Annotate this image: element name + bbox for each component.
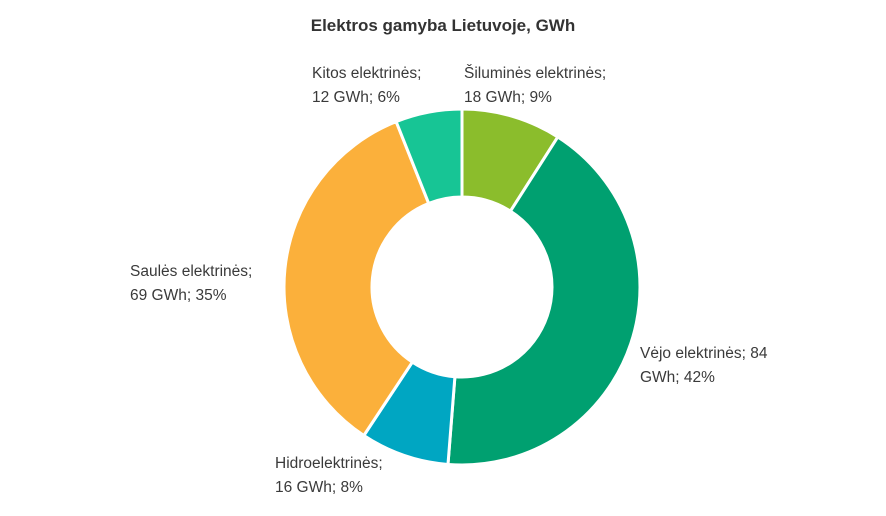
donut-slice-1 — [446, 134, 642, 467]
label-sauls-value: 69 GWh; 35% — [130, 287, 227, 304]
label-sauls-name: Saulės elektrinės; — [130, 263, 253, 280]
label-hidro: Hidroelektrinės; 16 GWh; 8% — [275, 452, 383, 500]
label-hidro-name: Hidroelektrinės; — [275, 455, 383, 472]
label-kitos-value: 12 GWh; 6% — [312, 89, 400, 106]
label-hidro-value: 16 GWh; 8% — [275, 479, 363, 496]
donut-slice-4 — [394, 107, 464, 206]
label-kitos: Kitos elektrinės; 12 GWh; 6% — [312, 62, 421, 110]
label-vejo-name: Vėjo elektrinės; 84 — [640, 345, 768, 362]
label-vejo-value: GWh; 42% — [640, 369, 715, 386]
label-siluimines-value: 18 GWh; 9% — [464, 89, 552, 106]
label-sauls: Saulės elektrinės; 69 GWh; 35% — [130, 260, 252, 308]
label-vejo: Vėjo elektrinės; 84 GWh; 42% — [640, 342, 768, 390]
label-siluimines: Šiluminės elektrinės; 18 GWh; 9% — [464, 62, 606, 110]
donut-slice-3 — [282, 119, 431, 438]
label-siluimines-name: Šiluminės elektrinės; — [464, 65, 607, 82]
chart-title: Elektros gamyba Lietuvoje, GWh — [310, 16, 576, 35]
label-kitos-name: Kitos elektrinės; — [312, 65, 422, 82]
